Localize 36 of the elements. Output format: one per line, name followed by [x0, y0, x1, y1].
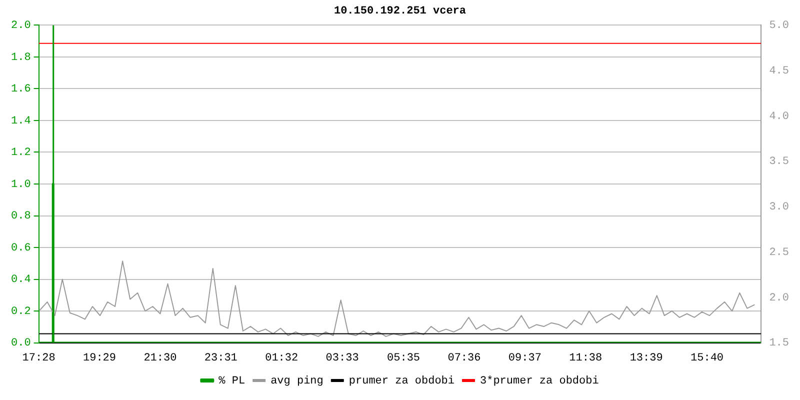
y-tick-label: 0.6 — [10, 242, 31, 254]
y-tick-label: 0.2 — [10, 306, 31, 318]
x-tick-label: 15:40 — [690, 352, 724, 364]
y2-tick-label: 2.5 — [769, 246, 790, 259]
x-tick-label: 19:29 — [82, 352, 116, 364]
y-tick-label: 2.0 — [10, 20, 31, 32]
legend-label: % PL — [218, 375, 246, 388]
x-tick-label: 13:39 — [630, 352, 663, 364]
y-tick-label: 1.2 — [10, 147, 31, 160]
x-tick-label: 07:36 — [448, 352, 481, 364]
x-tick-label: 17:28 — [22, 352, 56, 364]
y-tick-label: 1.6 — [10, 84, 31, 96]
y-tick-label: 1.4 — [10, 115, 32, 128]
legend-label: prumer za obdobi — [348, 375, 455, 388]
x-tick-label: 21:30 — [144, 352, 177, 364]
x-tick-label: 23:31 — [204, 352, 238, 364]
x-tick-label: 01:32 — [265, 352, 298, 364]
x-tick-label: 09:37 — [508, 352, 542, 364]
y-tick-label: 0.4 — [10, 274, 32, 286]
y2-tick-label: 3.0 — [769, 202, 790, 214]
x-tick-label: 05:35 — [387, 352, 420, 364]
x-tick-label: 03:33 — [326, 352, 359, 364]
y2-tick-label: 4.0 — [769, 110, 790, 123]
y-tick-label: 1.8 — [10, 52, 31, 64]
y2-tick-label: 3.5 — [769, 156, 790, 168]
chart-title: 10.150.192.251 vcera — [334, 5, 466, 18]
y2-tick-label: 1.5 — [769, 338, 790, 350]
y2-tick-label: 4.5 — [769, 65, 790, 78]
y-tick-label: 1.0 — [10, 178, 31, 191]
y-tick-label: 0.0 — [10, 338, 31, 350]
y2-tick-label: 2.0 — [769, 292, 790, 304]
legend-label: 3*prumer za obdobi — [480, 375, 600, 388]
y-tick-label: 0.8 — [10, 210, 31, 223]
y2-tick-label: 5.0 — [769, 20, 790, 32]
x-tick-label: 11:38 — [569, 352, 602, 364]
legend-label: avg ping — [270, 375, 324, 388]
